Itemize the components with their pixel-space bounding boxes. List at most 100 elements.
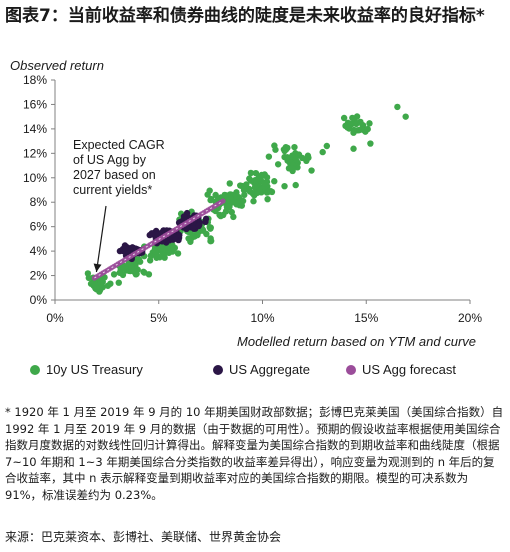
treasury-point [234, 200, 242, 207]
treasury-point [344, 124, 351, 131]
treasury-point [246, 188, 254, 195]
y-axis-label: Observed return [10, 58, 104, 73]
treasury-point [323, 142, 331, 150]
treasury-point [349, 114, 356, 122]
forecast-point [220, 198, 226, 204]
y-tick-label: 10% [23, 171, 47, 185]
treasury-point [170, 244, 177, 252]
treasury-point [164, 246, 172, 253]
x-tick-label: 10% [250, 311, 274, 325]
treasury-point [228, 208, 235, 216]
scatter-chart: Observed return 0% 2% 4% 6% 8% 10% 12% 14% 16% 18… [10, 58, 482, 349]
y-tick-label: 14% [23, 122, 47, 136]
treasury-point [340, 114, 348, 122]
treasury-point [350, 145, 357, 152]
treasury-point [274, 161, 282, 168]
legend-swatch-treasury [30, 364, 40, 375]
legend-label-forecast: US Agg forecast [362, 362, 456, 377]
treasury-point [208, 195, 215, 203]
treasury-point [251, 184, 259, 191]
treasury-point [319, 148, 326, 156]
y-tick-label: 18% [23, 73, 47, 87]
aggregate-point [195, 222, 202, 230]
treasury-point [130, 267, 137, 275]
x-tick-label: 20% [458, 311, 482, 325]
treasury-point [157, 245, 164, 252]
treasury-point [104, 282, 112, 289]
x-tick-label: 5% [150, 311, 168, 325]
annotation-arrow-shaft [95, 205, 107, 273]
y-tick-label: 16% [23, 97, 47, 111]
chart-title: 图表7：当前收益率和债券曲线的陡度是未来收益率的良好指标* [5, 6, 485, 26]
treasury-point [299, 154, 306, 162]
treasury-point [101, 274, 108, 281]
x-tick-label: 15% [354, 311, 378, 325]
treasury-point [115, 279, 122, 286]
treasury-point [207, 237, 215, 245]
treasury-point [357, 118, 364, 126]
treasury-point [304, 152, 312, 159]
treasury-point [147, 252, 155, 260]
aggregate-point [121, 245, 129, 253]
treasury-point [292, 156, 299, 163]
treasury-point [366, 120, 373, 127]
treasury-point [207, 224, 214, 231]
x-axis-label: Modelled return based on YTM and curve [237, 334, 476, 349]
treasury-point [217, 212, 224, 220]
treasury-point [194, 231, 201, 239]
treasury-point [243, 181, 250, 188]
treasury-point [367, 140, 374, 147]
treasury-point [247, 169, 255, 177]
treasury-point [272, 146, 279, 153]
y-tick-label: 8% [30, 195, 48, 209]
legend-item-forecast: US Agg forecast [346, 362, 456, 377]
treasury-point [364, 125, 371, 133]
legend-item-aggregate: US Aggregate [213, 362, 310, 377]
treasury-point [241, 191, 248, 199]
treasury-point [288, 164, 296, 172]
treasury-point [252, 169, 260, 177]
legend-swatch-aggregate [213, 364, 223, 375]
annotation-line: 2027 based on [73, 168, 156, 182]
treasury-point [394, 103, 401, 111]
treasury-point [224, 197, 231, 204]
legend-label-treasury: 10y US Treasury [46, 362, 143, 377]
treasury-point [256, 187, 263, 194]
treasury-point [97, 280, 104, 287]
annotation-line: of US Agg by [73, 153, 147, 167]
treasury-point [151, 248, 159, 255]
legend-item-treasury: 10y US Treasury [30, 362, 143, 377]
treasury-point [284, 154, 291, 161]
treasury-point [267, 188, 274, 195]
aggregate-point [202, 218, 209, 226]
treasury-point [174, 250, 182, 257]
treasury-point [225, 203, 233, 211]
treasury-point [264, 195, 271, 203]
treasury-point [93, 284, 100, 292]
treasury-point [402, 113, 409, 120]
treasury-point [226, 180, 233, 187]
treasury-point [145, 271, 153, 278]
treasury-point [265, 153, 273, 160]
treasury-point [291, 143, 298, 151]
treasury-point [281, 182, 288, 190]
treasury-point [222, 191, 229, 199]
treasury-point [240, 186, 248, 194]
treasury-point [308, 167, 315, 174]
treasury-point [358, 126, 365, 133]
annotation-line: current yields* [73, 183, 152, 197]
treasury-point [233, 192, 240, 200]
footnote: * 1920 年 1 月至 2019 年 9 月的 10 年期美国财政部数据；彭… [5, 405, 504, 502]
aggregate-point [183, 225, 190, 233]
source-line: 来源：巴克莱资本、彭博社、美联储、世界黄金协会 [5, 530, 282, 544]
treasury-point [110, 271, 118, 278]
treasury-point [199, 227, 207, 234]
legend-swatch-forecast [346, 364, 356, 375]
y-tick-label: 12% [23, 146, 47, 160]
y-tick-label: 6% [30, 220, 48, 234]
aggregate-point [190, 224, 197, 231]
y-tick-label: 4% [30, 244, 48, 258]
treasury-point [237, 182, 244, 189]
treasury-point [206, 187, 213, 194]
